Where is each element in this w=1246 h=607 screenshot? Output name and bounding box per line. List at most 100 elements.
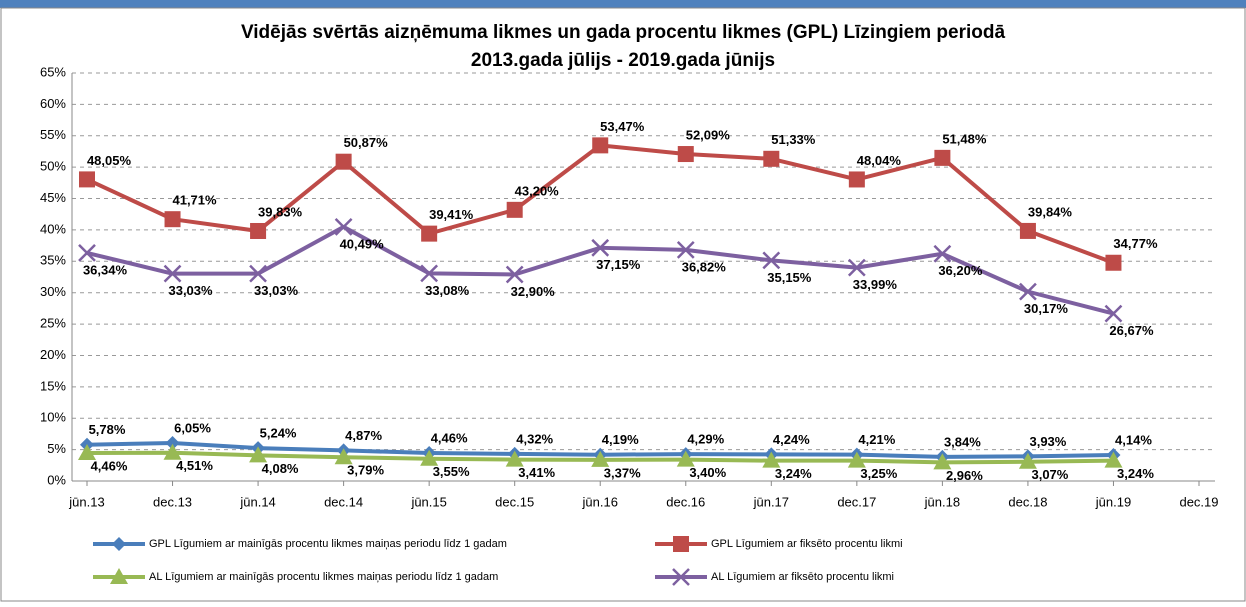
y-tick-label: 10% [40,410,66,425]
data-label: 39,84% [1028,204,1073,219]
data-label: 4,14% [1115,432,1152,447]
marker [763,150,780,167]
marker [78,444,96,461]
data-label: 3,79% [347,463,384,478]
y-tick-label: 65% [40,64,66,79]
data-label: 30,17% [1024,301,1069,316]
marker [847,451,866,468]
data-label: 3,37% [604,465,641,480]
chart-frame [0,7,1246,602]
marker [506,201,523,218]
marker [421,225,438,242]
marker [249,264,267,283]
data-label: 4,08% [262,461,299,476]
x-tick-label: jūn.16 [582,494,618,509]
data-label: 36,20% [938,263,983,278]
marker [110,568,128,584]
marker [1019,222,1036,239]
legend-label: GPL Līgumiem ar mainīgās procentu likmes… [149,538,507,550]
marker [1105,254,1122,271]
chart-title: Vidējās svērtās aizņēmuma likmes un gada… [241,22,1006,43]
marker [505,450,524,467]
data-label: 39,83% [258,204,303,219]
x-tick-label: jūn.18 [924,494,960,509]
x-tick-label: jūn.14 [239,494,275,509]
data-label: 32,90% [511,284,556,299]
x-tick-label: dec.14 [324,494,363,509]
data-label: 4,29% [687,432,724,447]
marker [1018,452,1037,469]
marker [1104,451,1123,468]
data-label: 33,03% [168,283,213,298]
data-label: 3,25% [860,466,897,481]
data-label: 26,67% [1109,323,1154,338]
y-tick-label: 0% [47,472,66,487]
marker [591,450,610,467]
x-tick-label: dec.17 [837,494,876,509]
x-tick-label: dec.18 [1008,494,1047,509]
data-label: 33,03% [254,283,299,298]
data-label: 36,82% [682,259,727,274]
data-label: 39,41% [429,207,474,222]
data-label: 34,77% [1113,236,1158,251]
marker [249,446,268,463]
marker [163,264,182,283]
marker [250,222,267,239]
marker [676,450,695,467]
x-tick-label: dec.13 [153,494,192,509]
data-label: 4,24% [773,432,810,447]
y-tick-label: 40% [40,221,66,236]
marker [334,217,353,236]
marker [163,443,182,460]
marker [591,238,610,257]
data-label: 3,41% [518,465,555,480]
data-label: 3,93% [1029,434,1066,449]
data-label: 4,51% [176,458,213,473]
y-tick-label: 15% [40,378,66,393]
x-tick-label: dec.15 [495,494,534,509]
data-label: 4,46% [431,430,468,445]
marker [592,137,609,154]
data-label: 36,34% [83,262,128,277]
marker [933,244,952,263]
data-label: 4,87% [345,428,382,443]
marker [335,153,352,170]
data-label: 5,78% [89,422,126,437]
y-tick-label: 35% [40,253,66,268]
series-line [86,143,1115,265]
marker [164,211,181,228]
data-label: 48,04% [857,153,902,168]
x-tick-label: jūn.19 [1095,494,1131,509]
marker [676,241,695,259]
marker [677,146,694,163]
data-label: 51,33% [771,132,816,147]
y-tick-label: 60% [40,96,66,111]
data-label: 5,24% [260,426,297,441]
x-tick-label: jūn.17 [753,494,789,509]
y-tick-label: 45% [40,190,66,205]
marker [762,251,781,270]
marker [112,537,126,551]
marker [934,149,951,166]
y-tick-label: 50% [40,159,66,174]
marker [420,264,439,283]
data-label: 41,71% [172,193,217,208]
marker [1104,304,1123,323]
data-label: 4,19% [602,432,639,447]
data-label: 35,15% [767,270,812,285]
data-label: 48,05% [87,153,132,168]
y-tick-label: 5% [47,441,66,456]
data-label: 2,96% [946,468,983,483]
marker [848,171,865,188]
x-tick-label: dec.16 [666,494,705,509]
data-label: 52,09% [686,127,731,142]
data-label: 3,40% [689,465,726,480]
data-label: 3,55% [433,464,470,479]
marker [933,453,952,470]
data-label: 37,15% [596,257,641,272]
marker [78,244,96,262]
data-label: 53,47% [600,119,645,134]
x-tick-label: dec.19 [1179,494,1218,509]
top-band [0,0,1246,8]
marker [847,258,866,277]
